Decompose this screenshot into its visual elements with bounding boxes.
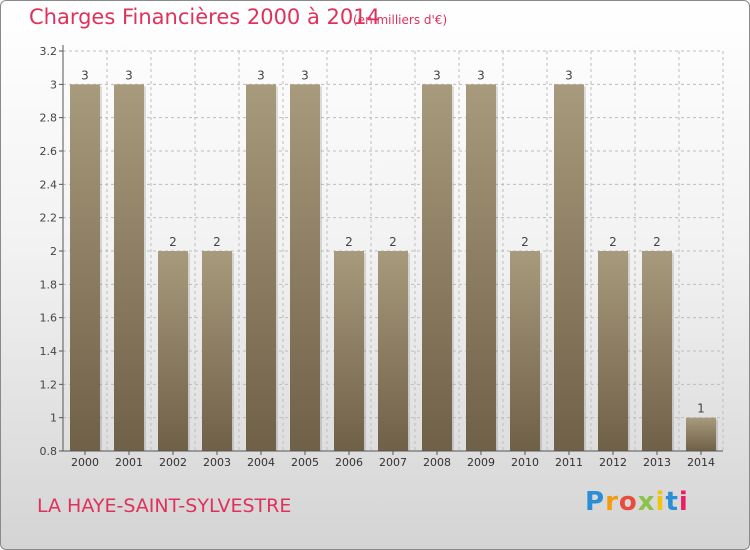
bars: 3 3 2 2 3 3 2 2 3 3 2 3 2 2 1 [70, 68, 718, 451]
y-tick-label: 1.4 [40, 345, 58, 358]
data-label: 2 [169, 235, 177, 249]
x-tick-label: 2006 [335, 456, 363, 469]
data-label: 2 [213, 235, 221, 249]
y-tick-label: 3.2 [40, 45, 58, 58]
y-tick-label: 1.8 [40, 278, 58, 291]
x-tick-label: 2008 [423, 456, 451, 469]
bar [158, 251, 188, 451]
data-label: 2 [609, 235, 617, 249]
y-tick-label: 0.8 [40, 445, 58, 458]
bar [378, 251, 408, 451]
data-label: 3 [257, 68, 265, 82]
bar [422, 84, 452, 451]
x-tick-label: 2010 [511, 456, 539, 469]
logo-letter: i [678, 487, 689, 517]
logo-letter: t [665, 487, 679, 517]
x-tick-label: 2004 [247, 456, 275, 469]
x-tick-label: 2002 [159, 456, 187, 469]
y-tick-label: 3 [50, 78, 57, 91]
y-tick-label: 2.6 [40, 145, 58, 158]
bar [554, 84, 584, 451]
bar [642, 251, 672, 451]
logo-letter: x [637, 487, 656, 517]
y-tick-label: 2.8 [40, 112, 58, 125]
axes: 0.8 1 1.2 1.4 1.6 1.8 2 2.2 2.4 2.6 2.8 3 3.2 2000 200… [40, 45, 723, 469]
x-tick-label: 2011 [555, 456, 583, 469]
y-tick-label: 2 [50, 245, 57, 258]
x-tick-label: 2001 [115, 456, 143, 469]
data-label: 2 [653, 235, 661, 249]
bar [510, 251, 540, 451]
y-tick-label: 1.6 [40, 312, 58, 325]
data-label: 3 [125, 68, 133, 82]
proxiti-logo[interactable]: Proxiti [585, 487, 689, 517]
commune-name: LA HAYE-SAINT-SYLVESTRE [37, 495, 292, 517]
logo-letter: r [605, 487, 619, 517]
data-label: 3 [81, 68, 89, 82]
logo-letter: o [618, 487, 638, 517]
x-tick-label: 2012 [599, 456, 627, 469]
y-tick-label: 1 [50, 412, 57, 425]
x-tick-label: 2013 [643, 456, 671, 469]
data-label: 3 [565, 68, 573, 82]
data-label: 2 [389, 235, 397, 249]
x-tick-label: 2003 [203, 456, 231, 469]
bar [70, 84, 100, 451]
chart-title: Charges Financières 2000 à 2014 [29, 5, 380, 29]
x-tick-label: 2000 [71, 456, 99, 469]
bar [686, 417, 716, 451]
x-tick-label: 2014 [687, 456, 715, 469]
x-tick-label: 2009 [467, 456, 495, 469]
x-tick-label: 2005 [291, 456, 319, 469]
bar [466, 84, 496, 451]
data-label: 1 [697, 402, 705, 416]
data-label: 3 [477, 68, 485, 82]
bar [334, 251, 364, 451]
data-label: 3 [301, 68, 309, 82]
x-tick-label: 2007 [379, 456, 407, 469]
y-tick-label: 1.2 [40, 378, 58, 391]
logo-letter: i [655, 487, 666, 517]
chart-subtitle: (en milliers d'€) [353, 13, 448, 27]
data-label: 2 [521, 235, 529, 249]
y-tick-label: 2.4 [40, 178, 58, 191]
data-label: 3 [433, 68, 441, 82]
bar [246, 84, 276, 451]
data-label: 2 [345, 235, 353, 249]
logo-letter: P [585, 487, 606, 517]
bar [290, 84, 320, 451]
y-tick-label: 2.2 [40, 212, 58, 225]
bar [598, 251, 628, 451]
bar [114, 84, 144, 451]
bar [202, 251, 232, 451]
